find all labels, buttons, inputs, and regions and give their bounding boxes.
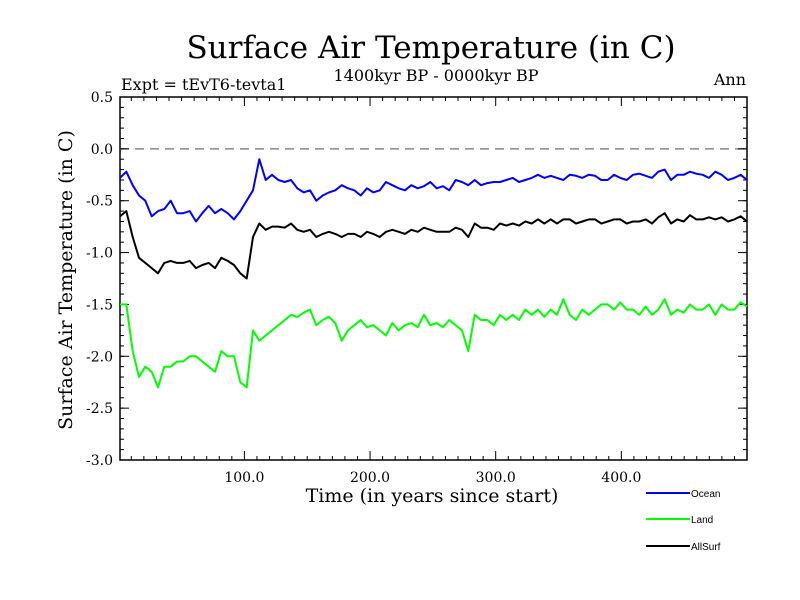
y-axis-label: Surface Air Temperature (in C) xyxy=(55,130,77,430)
x-tick-label: 300.0 xyxy=(476,470,516,486)
series-line-ocean xyxy=(119,158,748,223)
y-tick-label: -1.5 xyxy=(86,297,113,313)
x-tick-label: 400.0 xyxy=(601,470,641,486)
series-layer xyxy=(119,158,748,389)
chart-subtitle: 1400kyr BP - 0000kyr BP xyxy=(334,66,539,85)
y-tick-label: -3.0 xyxy=(86,453,113,469)
plot-frame xyxy=(119,96,748,461)
legend-label-allsurf: AllSurf xyxy=(691,542,721,553)
x-axis: 100.0 200.0 300.0 400.0 xyxy=(130,97,735,486)
chart-title: Surface Air Temperature (in C) xyxy=(186,30,675,66)
y-tick-label: -0.5 xyxy=(86,194,113,210)
x-tick-label: 100.0 xyxy=(224,470,264,486)
experiment-label: Expt = tEvT6-tevta1 xyxy=(121,75,286,94)
x-axis-label: Time (in years since start) xyxy=(306,485,559,507)
y-tick-label: 0.0 xyxy=(91,142,113,158)
y-tick-label: -2.0 xyxy=(86,349,113,365)
y-tick-label: -2.5 xyxy=(86,401,113,417)
x-tick-label: 200.0 xyxy=(350,470,390,486)
season-label: Ann xyxy=(713,70,746,89)
y-tick-label: -1.0 xyxy=(86,246,113,262)
legend-label-land: Land xyxy=(691,515,713,526)
legend-label-ocean: Ocean xyxy=(691,489,720,500)
series-line-allsurf xyxy=(119,210,748,280)
series-line-land xyxy=(120,298,748,389)
legend: Ocean Land AllSurf xyxy=(646,489,721,553)
y-axis: -3.0 -2.5 -2.0 -1.5 -1.0 -0.5 0.0 0.5 xyxy=(86,90,747,469)
y-tick-label: 0.5 xyxy=(91,90,113,106)
